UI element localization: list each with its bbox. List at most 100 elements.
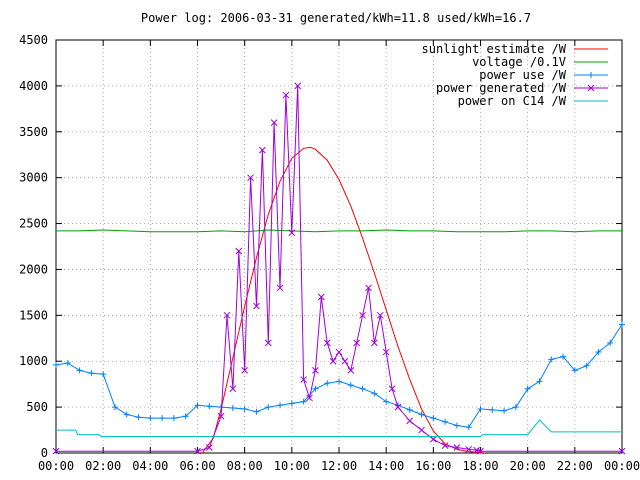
x-tick-label: 10:00 <box>274 459 310 473</box>
data-point <box>359 385 366 392</box>
data-point <box>277 402 284 409</box>
data-point <box>406 406 413 413</box>
data-point <box>524 385 531 392</box>
data-point <box>376 311 384 319</box>
x-tick-label: 08:00 <box>227 459 263 473</box>
data-point <box>429 435 437 443</box>
data-point <box>442 418 449 425</box>
data-point <box>306 394 313 402</box>
legend-label: power on C14 /W <box>458 94 567 108</box>
data-point <box>394 403 402 411</box>
data-point <box>335 348 343 356</box>
data-point <box>336 378 342 385</box>
legend-label: power use /W <box>479 68 566 82</box>
chart-title: Power log: 2006-03-31 generated/kWh=11.8… <box>141 11 531 25</box>
plot-frame <box>55 39 623 454</box>
y-tick-label: 1500 <box>19 308 48 322</box>
legend-marker <box>587 84 595 92</box>
data-point <box>76 367 83 374</box>
data-point <box>473 446 480 454</box>
data-point <box>88 370 95 377</box>
y-tick-label: 1000 <box>19 354 48 368</box>
data-point <box>300 398 307 405</box>
data-point <box>317 293 325 301</box>
data-point <box>276 284 284 292</box>
data-point <box>217 412 225 420</box>
data-point <box>253 408 260 415</box>
grid <box>56 40 622 453</box>
y-tick-label: 2000 <box>19 262 48 276</box>
data-point <box>123 411 130 418</box>
x-tick-label: 18:00 <box>462 459 498 473</box>
data-point <box>489 406 496 413</box>
data-point <box>111 404 118 411</box>
data-point <box>229 405 236 412</box>
series-4 <box>52 82 626 455</box>
data-point <box>288 400 295 407</box>
data-point <box>607 339 614 346</box>
data-point <box>465 445 473 453</box>
series-line <box>56 419 622 437</box>
data-point <box>100 371 107 378</box>
legend-label: power generated /W <box>436 81 567 95</box>
data-point <box>595 349 602 356</box>
series <box>52 82 626 455</box>
data-point <box>441 442 449 450</box>
data-point <box>247 174 254 182</box>
data-point <box>253 302 260 310</box>
data-point <box>560 353 567 360</box>
y-tick-label: 3500 <box>19 125 48 139</box>
data-point <box>52 447 60 455</box>
x-tick-label: 22:00 <box>557 459 593 473</box>
data-point <box>264 339 272 347</box>
series-1 <box>201 146 485 454</box>
data-point <box>259 146 266 154</box>
x-tick-label: 02:00 <box>85 459 121 473</box>
data-point <box>371 390 378 397</box>
data-point <box>418 426 425 434</box>
data-point <box>512 404 519 411</box>
data-point <box>406 417 414 425</box>
y-tick-label: 500 <box>26 400 48 414</box>
series-line <box>56 229 622 233</box>
data-point <box>323 339 331 347</box>
data-point <box>159 415 166 422</box>
data-point <box>223 311 231 319</box>
data-point <box>206 403 213 410</box>
data-point <box>465 424 472 431</box>
data-point <box>329 357 337 365</box>
data-point <box>64 360 71 367</box>
x-tick-label: 04:00 <box>132 459 168 473</box>
y-tick-label: 4000 <box>19 79 48 93</box>
data-point <box>300 376 307 383</box>
data-point <box>548 356 555 363</box>
data-point <box>382 348 390 356</box>
data-point <box>312 385 319 392</box>
data-point <box>235 247 243 255</box>
x-tick-label: 06:00 <box>179 459 215 473</box>
data-point <box>618 447 626 455</box>
x-tick-label: 00:00 <box>604 459 640 473</box>
x-tick-label: 20:00 <box>510 459 546 473</box>
data-point <box>571 367 578 374</box>
x-tick-label: 12:00 <box>321 459 357 473</box>
series-line <box>201 146 485 454</box>
y-tick-label: 4500 <box>19 33 48 47</box>
y-tick-label: 3000 <box>19 171 48 185</box>
x-tick-label: 14:00 <box>368 459 404 473</box>
series-5 <box>56 419 622 437</box>
y-tick-label: 0 <box>41 446 48 460</box>
data-point <box>383 398 390 405</box>
series-3 <box>53 321 625 431</box>
data-point <box>288 229 296 237</box>
data-point <box>241 405 248 412</box>
data-point <box>430 415 437 422</box>
data-point <box>477 447 484 455</box>
x-tick-label: 16:00 <box>415 459 451 473</box>
data-point <box>147 415 154 422</box>
data-point <box>359 311 366 319</box>
data-point <box>194 402 201 409</box>
data-point <box>371 339 378 347</box>
